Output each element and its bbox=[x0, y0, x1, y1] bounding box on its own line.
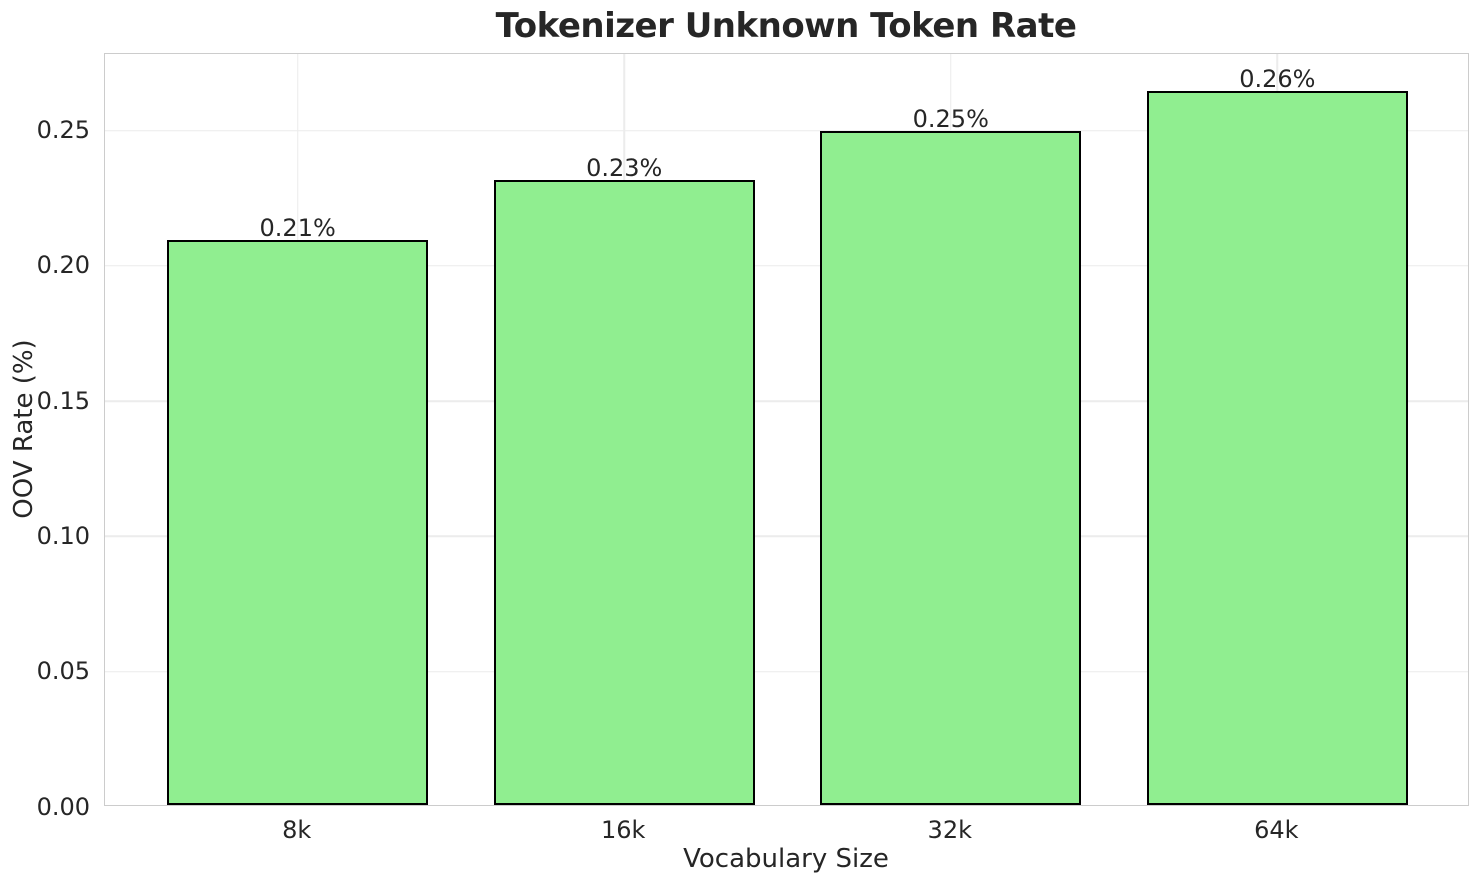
chart-title: Tokenizer Unknown Token Rate bbox=[495, 6, 1077, 46]
plot-area: 0.21% 0.23% 0.25% 0.26% bbox=[104, 53, 1469, 806]
y-axis-label: OOV Rate (%) bbox=[9, 339, 39, 519]
bar-value-label: 0.25% bbox=[912, 105, 989, 134]
y-tick-label: 0.25 bbox=[36, 116, 90, 145]
gridline-horizontal bbox=[105, 265, 1468, 267]
bar bbox=[1146, 90, 1408, 805]
gridline-horizontal bbox=[105, 129, 1468, 132]
gridline-horizontal bbox=[105, 535, 1468, 538]
y-tick-label: 0.15 bbox=[36, 386, 90, 415]
bar-value-label: 0.26% bbox=[1239, 64, 1316, 93]
gridline-horizontal bbox=[105, 670, 1468, 673]
y-tick-label: 0.05 bbox=[36, 657, 90, 686]
x-tick-label: 16k bbox=[601, 816, 646, 844]
x-tick-label: 32k bbox=[927, 816, 972, 844]
bar bbox=[167, 239, 429, 805]
y-tick-label: 0.10 bbox=[36, 521, 90, 550]
x-tick-label: 8k bbox=[282, 816, 312, 844]
y-tick-label: 0.20 bbox=[36, 251, 90, 280]
bar-value-label: 0.23% bbox=[586, 153, 663, 182]
x-axis-label: Vocabulary Size bbox=[683, 844, 889, 874]
bar-value-label: 0.21% bbox=[259, 213, 336, 242]
y-tick-label: 0.00 bbox=[36, 792, 90, 821]
x-tick-label: 64k bbox=[1254, 816, 1299, 844]
gridline-horizontal bbox=[105, 400, 1468, 402]
bar bbox=[493, 179, 755, 805]
bar bbox=[820, 131, 1082, 805]
